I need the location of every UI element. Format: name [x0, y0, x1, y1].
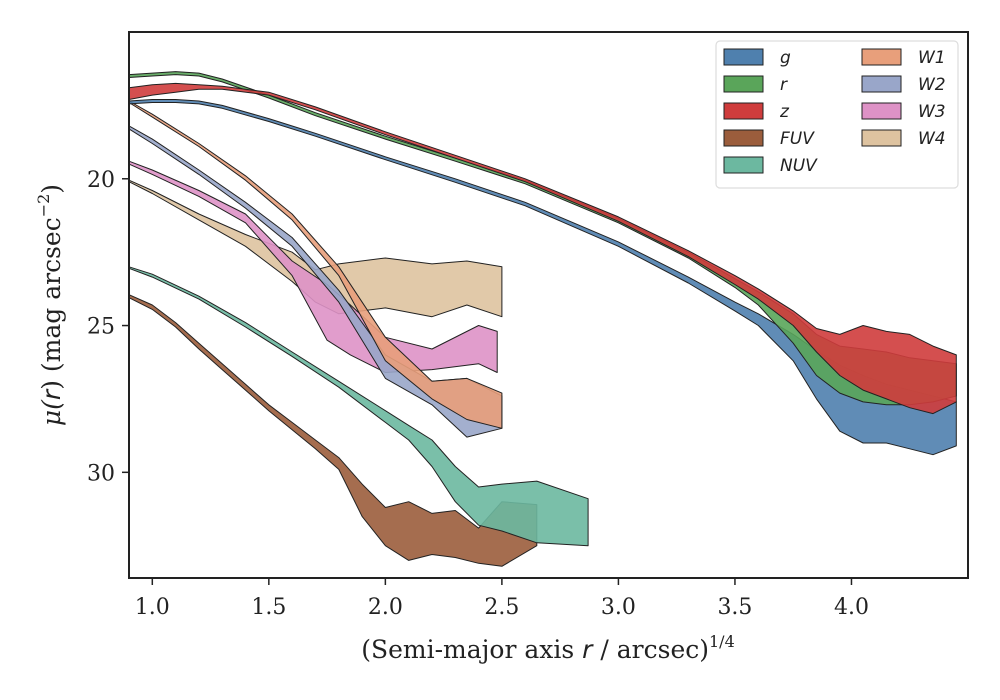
x-tick-label: 4.0	[834, 595, 869, 620]
legend-swatch-fuv	[723, 129, 764, 147]
series-band-fuv	[128, 294, 538, 567]
x-axis-label: (Semi-major axis r / arcsec)1/4	[361, 632, 735, 664]
series-band-z	[128, 82, 957, 415]
series-layer	[128, 71, 957, 567]
legend-swatch-w2	[861, 75, 902, 93]
legend-label-w2: W2	[918, 75, 946, 95]
legend-swatch-nuv	[723, 156, 764, 174]
legend-swatch-z	[723, 102, 764, 120]
y-axis: 20 25 30	[87, 168, 129, 486]
x-tick-label: 2.0	[368, 595, 403, 620]
legend-label-z: z	[779, 102, 790, 122]
legend-label-r: r	[780, 75, 788, 95]
legend-swatch-g	[723, 48, 764, 66]
x-tick-label: 3.0	[601, 595, 636, 620]
legend: grz FUV NUV W1 W2 W3 W4	[715, 40, 959, 189]
legend-swatch-w1	[861, 48, 902, 66]
y-tick-label: 25	[87, 315, 115, 340]
legend-label-w3: W3	[918, 102, 946, 122]
x-tick-label: 3.5	[717, 595, 752, 620]
series-band-w3	[128, 160, 498, 373]
x-tick-label: 2.5	[484, 595, 519, 620]
legend-label-w4: W4	[918, 129, 946, 149]
x-axis: 1.0 1.5 2.0 2.5 3.0 3.5 4.0	[135, 578, 869, 620]
legend-swatch-w3	[861, 102, 902, 120]
plot-frame	[128, 31, 969, 579]
y-tick-label: 30	[87, 461, 115, 486]
legend-label-g: g	[780, 48, 791, 68]
y-axis-label: μ(r) (mag arcsec−2)	[34, 184, 66, 426]
series-band-nuv	[128, 266, 589, 547]
legend-swatch-r	[723, 75, 764, 93]
series-band-w1	[128, 100, 503, 429]
x-tick-label: 1.5	[251, 595, 286, 620]
series-band-g	[128, 99, 957, 456]
y-tick-label: 20	[87, 168, 115, 193]
legend-label-w1: W1	[918, 48, 946, 68]
legend-swatch-w4	[861, 129, 902, 147]
x-tick-label: 1.0	[135, 595, 170, 620]
legend-label-nuv: NUV	[780, 156, 818, 176]
legend-label-fuv: FUV	[780, 129, 815, 149]
